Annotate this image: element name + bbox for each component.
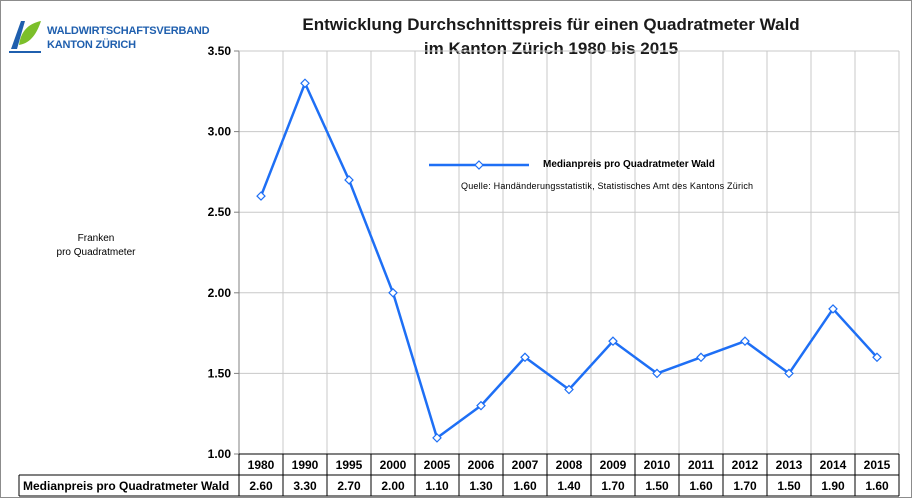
y-tick-label: 1.50 [208,366,232,380]
table-value-cell: 1.10 [425,479,449,493]
y-axis-label: Franken pro Quadratmeter [21,232,171,260]
x-tick-label: 1990 [292,458,319,472]
data-point [344,175,354,185]
data-point [696,352,706,363]
data-point [388,287,398,298]
chart-title-line1: Entwicklung Durchschnittspreis für einen… [302,15,800,34]
table-value-cell: 2.00 [381,479,405,493]
table-row-label: Medianpreis pro Quadratmeter Wald [23,479,229,493]
x-tick-label: 2009 [600,458,627,472]
y-tick-label: 3.00 [208,125,232,139]
table-value-cell: 1.50 [777,479,801,493]
y-tick-label: 1.00 [208,447,232,461]
source-note: Quelle: Handänderungsstatistik, Statisti… [461,181,754,191]
x-tick-label: 2010 [644,458,671,472]
data-point [608,336,618,347]
data-point [432,433,442,443]
data-point [564,384,574,395]
table-value-cell: 1.40 [557,479,581,493]
table-value-cell: 1.60 [689,479,713,493]
logo-text-line1: WALDWIRTSCHAFTSVERBAND [47,25,210,37]
x-tick-label: 2006 [468,458,495,472]
x-tick-label: 2011 [688,458,714,472]
y-axis-label-line2: pro Quadratmeter [56,247,136,258]
table-value-cell: 3.30 [293,479,317,493]
x-tick-label: 2005 [424,458,451,472]
waldwirtschaftsverband-logo: WALDWIRTSCHAFTSVERBAND KANTON ZÜRICH [7,15,210,55]
x-tick-label: 2007 [512,458,539,472]
legend-series-label: Medianpreis pro Quadratmeter Wald [543,159,715,170]
table-value-cell: 1.60 [513,479,537,493]
table-value-cell: 1.70 [601,479,625,493]
y-tick-label: 3.50 [208,44,232,58]
table-value-cell: 1.30 [469,479,493,493]
y-tick-label: 2.50 [208,205,232,219]
data-point [520,352,530,363]
x-tick-label: 2014 [820,458,847,472]
data-point [872,352,882,363]
data-point [740,336,750,347]
data-point [300,78,310,89]
x-tick-label: 2015 [864,458,891,472]
x-tick-label: 1995 [336,458,363,472]
table-value-cell: 1.70 [733,479,757,493]
y-axis-label-line1: Franken [77,233,115,244]
x-tick-label: 2000 [380,458,407,472]
data-point [828,304,838,314]
legend-line-marker [429,160,529,170]
table-value-cell: 2.70 [337,479,361,493]
logo-text-line2: KANTON ZÜRICH [47,39,136,51]
chart-title-line2: im Kanton Zürich 1980 bis 2015 [423,39,679,58]
data-point [256,191,266,201]
table-value-cell: 2.60 [249,479,273,493]
table-value-cell: 1.50 [645,479,669,493]
table-value-cell: 1.90 [821,479,845,493]
x-tick-label: 1980 [248,458,275,472]
x-tick-label: 2008 [556,458,583,472]
data-point [476,400,486,411]
table-value-cell: 1.60 [865,479,889,493]
legend: Medianpreis pro Quadratmeter Wald Quelle… [421,153,841,198]
y-tick-label: 2.00 [208,286,232,300]
x-tick-label: 2013 [776,458,803,472]
data-point [652,368,662,379]
x-tick-label: 2012 [732,458,759,472]
tree-leaf-icon [9,21,41,53]
data-point [784,368,794,379]
